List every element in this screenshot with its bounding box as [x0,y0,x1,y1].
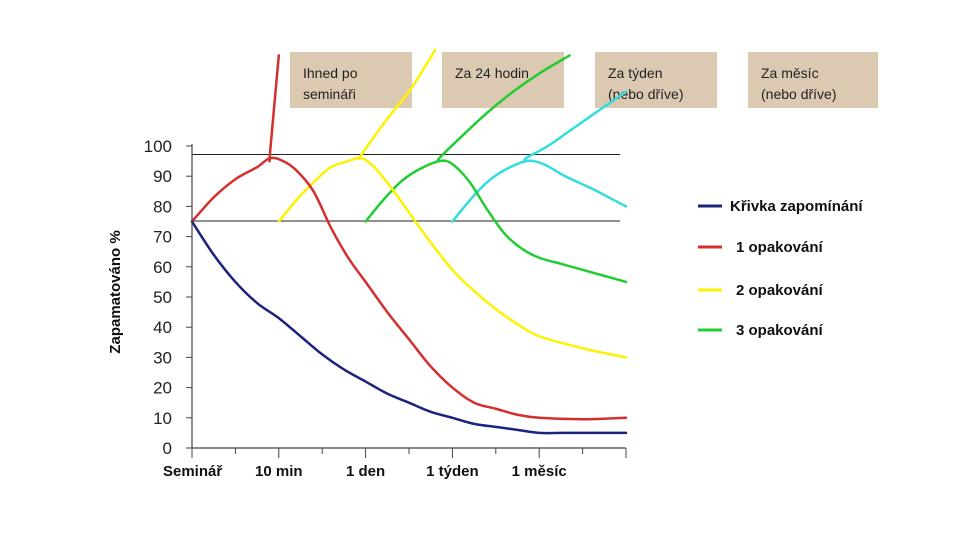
y-tick-label: 40 [153,318,172,337]
y-tick-label: 0 [163,439,172,458]
y-tick-label: 70 [153,228,172,247]
x-tick-label: 1 týden [426,463,479,480]
y-tick-label: 20 [153,379,172,398]
y-tick-label: 30 [153,348,172,367]
annotation-text: (nebo dříve) [608,86,683,102]
y-axis-title: Zapamatováno % [107,230,124,353]
series-2-opakov-n--line [277,156,628,359]
annotation-text: Za 24 hodin [455,65,529,81]
x-tick-label: 1 den [346,463,385,480]
legend-label: 2 opakování [736,282,824,299]
legend: Křivka zapomínání 1 opakování 2 opakování 3… [698,198,863,339]
series-2-opakov-n--lead-in [358,48,437,161]
series-k-ivka-zapom-n-n- [190,220,628,435]
series-3-opakov-n--lead-in [436,54,571,163]
series-4-opakov-n--lead-in [523,90,628,163]
annotation-text: (nebo dříve) [761,86,836,102]
annotation-box [748,52,878,108]
y-tick-label: 90 [153,167,172,186]
annotation-box [290,52,412,108]
x-tick-label: Seminář [163,463,222,480]
legend-entry-2: 1 opakování [698,239,824,256]
reference-lines [192,154,620,222]
series-3-opakov-n- [364,54,628,284]
series-1-opakov-n--lead-in [268,54,281,163]
y-tick-label: 50 [153,288,172,307]
y-tick-label: 60 [153,258,172,277]
legend-entry-3: 2 opakování [698,282,824,299]
series-lines [190,48,628,435]
y-tick-label: 10 [153,409,172,428]
series-2-opakov-n- [277,48,628,359]
legend-label: Křivka zapomínání [730,198,863,215]
legend-label: 1 opakování [736,239,824,256]
annotation-text: semináři [303,86,356,102]
series-3-opakov-n--line [364,159,628,284]
legend-entry-4: 3 opakování [698,322,824,339]
series-4-opakov-n--line [451,159,628,223]
axes: 0 10 20 30 40 50 60 70 80 90 100 Seminář 10 min 1 den… [107,137,627,480]
legend-entry-1: Křivka zapomínání [698,198,863,215]
series-k-ivka-zapom-n-n--line [190,220,628,435]
annotation-1: Ihned po semináři [290,52,412,108]
review-annotations: Ihned po semináři Za 24 hodin Za týden (nebo… [290,52,878,108]
annotation-text: Za měsíc [761,65,819,81]
annotation-text: Ihned po [303,65,358,81]
annotation-2: Za 24 hodin [442,52,564,108]
series-1-opakov-n--line [190,156,628,421]
series-1-opakov-n- [190,54,628,421]
x-tick-label: 1 měsíc [512,463,567,480]
y-tick-label: 80 [153,197,172,216]
annotation-4: Za měsíc (nebo dříve) [748,52,878,108]
legend-label: 3 opakování [736,322,824,339]
series-4-opakov-n- [451,90,628,223]
annotation-text: Za týden [608,65,662,81]
y-tick-label: 100 [144,137,172,156]
x-tick-label: 10 min [255,463,303,480]
